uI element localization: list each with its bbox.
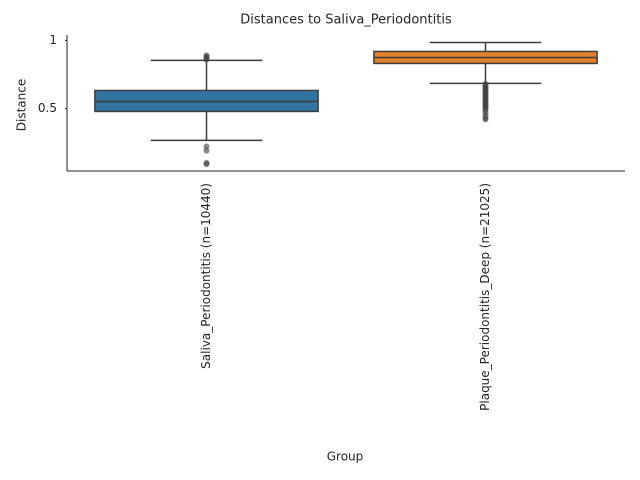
chart-title: Distances to Saliva_Periodontitis — [240, 13, 452, 28]
y-axis-label: Distance — [15, 79, 29, 131]
outlier — [482, 116, 489, 123]
x-tick-label: Saliva_Periodontitis (n=10440) — [199, 183, 213, 369]
y-tick-label: 0.5 — [38, 101, 57, 115]
x-axis-label: Group — [327, 450, 364, 464]
outlier — [203, 52, 210, 59]
outlier — [203, 161, 210, 168]
outlier — [203, 147, 210, 154]
x-tick-label: Plaque_Periodontitis_Deep (n=21025) — [478, 183, 492, 411]
y-tick-label: 1 — [49, 33, 57, 47]
